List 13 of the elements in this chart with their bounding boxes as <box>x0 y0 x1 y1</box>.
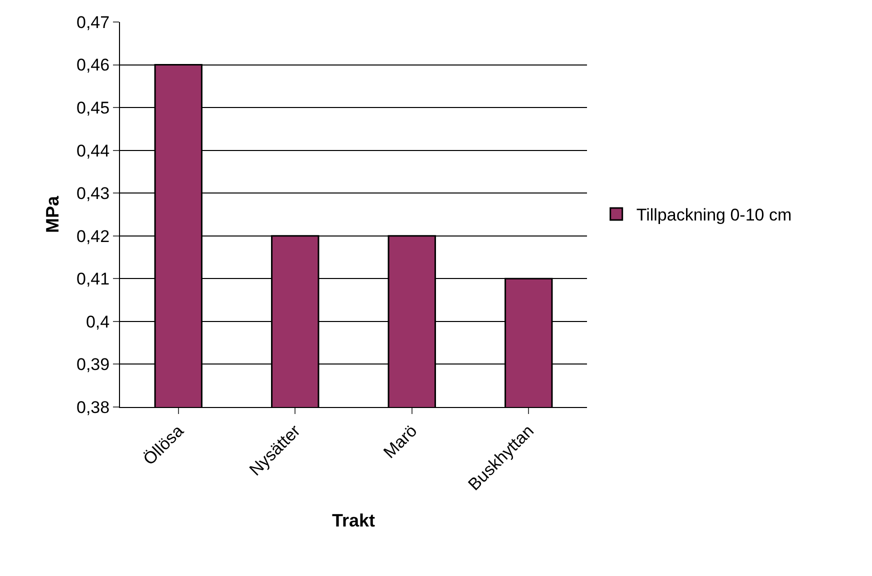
y-tick-label: 0,42 <box>76 226 110 246</box>
y-axis-title: MPa <box>42 195 63 234</box>
y-tick-label: 0,41 <box>76 270 110 289</box>
y-tick-label: 0,39 <box>76 355 110 374</box>
y-tick-label: 0,46 <box>76 56 110 75</box>
y-tick-label: 0,44 <box>76 141 110 160</box>
x-axis-title: Trakt <box>332 510 376 530</box>
y-tick-label: 0,4 <box>86 312 110 332</box>
y-tick-label: 0,47 <box>76 12 110 32</box>
y-tick-label: 0,38 <box>76 398 110 417</box>
y-tick-label: 0,43 <box>76 184 110 204</box>
y-tick-label: 0,45 <box>76 98 110 118</box>
legend-label: Tillpackning 0-10 cm <box>636 206 792 225</box>
